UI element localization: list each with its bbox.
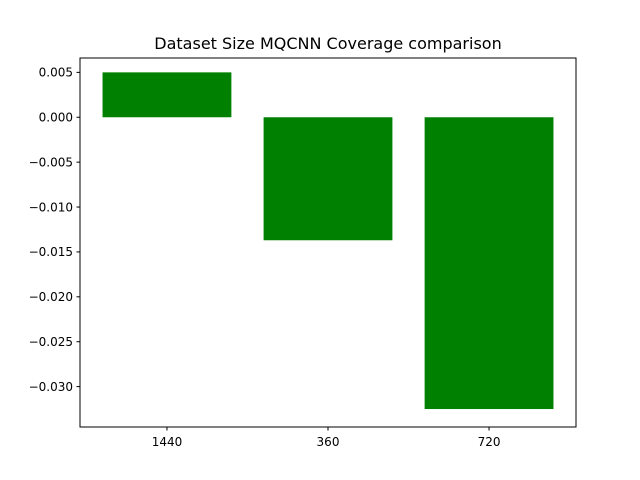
y-tick-label: −0.030 [29, 380, 73, 394]
x-tick-label: 1440 [152, 435, 183, 449]
x-tick-label: 720 [478, 435, 501, 449]
bars-group [102, 72, 554, 410]
x-axis: 1440 360 720 [152, 427, 501, 449]
y-tick-label: −0.020 [29, 290, 73, 304]
y-tick-label: −0.010 [29, 200, 73, 214]
chart-title: Dataset Size MQCNN Coverage comparison [154, 34, 501, 53]
x-tick-label: 360 [317, 435, 340, 449]
y-tick-label: −0.015 [29, 245, 73, 259]
y-tick-label: −0.005 [29, 155, 73, 169]
y-tick-label: −0.025 [29, 335, 73, 349]
y-axis: 0.005 0.000 −0.005 −0.010 −0.015 −0.020 −0.025… [29, 66, 80, 394]
y-tick-label: 0.005 [39, 66, 73, 80]
bar-720 [424, 117, 554, 410]
y-tick-label: 0.000 [39, 111, 73, 125]
bar-360 [263, 117, 393, 241]
bar-1440 [102, 72, 232, 118]
